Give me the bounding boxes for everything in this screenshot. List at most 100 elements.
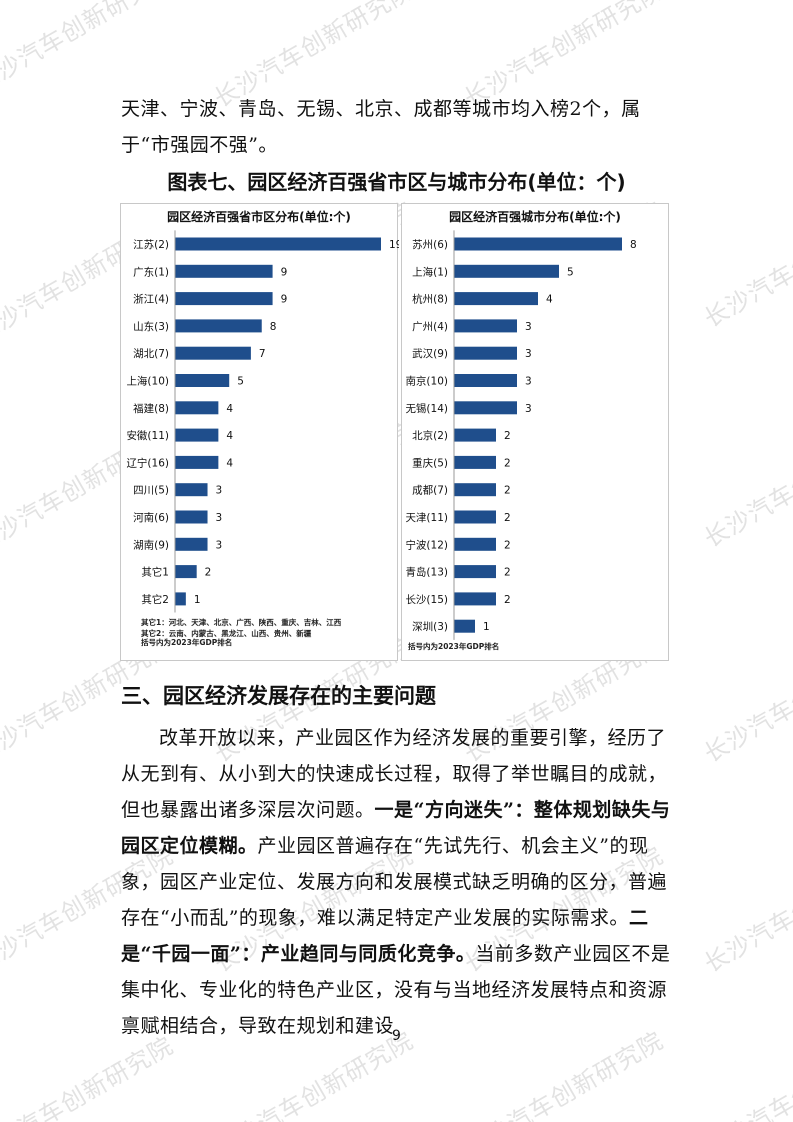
category-label: 天津(11) — [405, 512, 448, 524]
value-label: 5 — [567, 266, 574, 278]
value-label: 8 — [270, 321, 277, 333]
bar — [454, 565, 496, 579]
watermark-text: 长沙汽车创新研究院 — [699, 416, 793, 554]
value-label: 9 — [281, 294, 288, 306]
bar — [454, 619, 475, 633]
category-label: 无锡(14) — [405, 402, 448, 415]
category-label: 上海(10) — [126, 375, 169, 388]
body-paragraph: 改革开放以来，产业园区作为经济发展的重要引擎，经历了从无到有、从小到大的快速成长… — [121, 720, 673, 1044]
category-label: 武汉(9) — [412, 347, 448, 360]
value-label: 1 — [194, 594, 201, 606]
figure-title: 图表七、园区经济百强省市区与城市分布(单位：个) — [167, 170, 626, 194]
category-label: 四川(5) — [133, 485, 169, 497]
category-label: 南京(10) — [405, 375, 448, 388]
city-chart-notes: 括号内为2023年GDP排名 — [408, 642, 648, 651]
intro-text: 天津、宁波、青岛、无锡、北京、成都等城市均入榜2个，属于“市强园不强”。 — [121, 98, 641, 156]
bar — [454, 292, 538, 306]
category-label: 福建(8) — [133, 402, 169, 415]
value-label: 4 — [226, 457, 233, 469]
bar — [454, 592, 496, 606]
bar — [454, 537, 496, 551]
bar — [175, 565, 197, 579]
category-label: 青岛(13) — [405, 566, 448, 579]
value-label: 3 — [216, 512, 223, 524]
category-label: 广州(4) — [412, 321, 448, 333]
value-label: 3 — [525, 403, 532, 415]
bar — [454, 510, 496, 524]
bar — [175, 237, 381, 251]
category-label: 成都(7) — [412, 485, 448, 497]
value-label: 3 — [216, 485, 223, 497]
bar — [454, 346, 517, 360]
category-label: 重庆(5) — [412, 456, 448, 469]
category-label: 安徽(11) — [126, 429, 169, 442]
province-chart-title: 园区经济百强省市区分布(单位:个) — [167, 210, 351, 224]
bar — [454, 374, 517, 387]
category-label: 其它1 — [141, 566, 169, 579]
bar — [175, 346, 251, 360]
bar — [175, 592, 186, 606]
value-label: 2 — [504, 594, 511, 606]
bar — [454, 428, 496, 442]
category-label: 宁波(12) — [405, 538, 448, 551]
category-label: 其它2 — [141, 593, 169, 606]
body-bold-point-2: 二是“千园一面”：产业趋同与同质化竞争。 — [121, 907, 649, 965]
page-number: 9 — [392, 1028, 401, 1044]
category-label: 北京(2) — [412, 429, 448, 442]
value-label: 4 — [226, 403, 233, 415]
city-note-1: 括号内为2023年GDP排名 — [408, 642, 500, 651]
category-label: 苏州(6) — [412, 238, 448, 251]
bar — [175, 374, 230, 387]
city-chart: 园区经济百强城市分布(单位:个) 苏州(6) 8 上海(1) 5 杭州(8) 4 广州(4)… — [401, 203, 669, 661]
province-note-2: 其它2：云南、内蒙古、黑龙江、山西、贵州、新疆 — [141, 629, 312, 638]
bar — [454, 455, 496, 469]
value-label: 2 — [504, 485, 511, 497]
watermark-text: 长沙汽车创新研究院 — [0, 0, 179, 99]
province-note-3: 括号内为2023年GDP排名 — [141, 638, 233, 647]
city-chart-title: 园区经济百强城市分布(单位:个) — [449, 210, 621, 224]
bar — [175, 510, 208, 524]
value-label: 3 — [216, 539, 223, 551]
bar — [175, 428, 219, 442]
bar — [175, 483, 208, 497]
province-chart-notes: 其它1：河北、天津、北京、广西、陕西、重庆、吉林、江西 其它2：云南、内蒙古、黑… — [141, 618, 371, 647]
value-label: 7 — [259, 348, 266, 360]
value-label: 2 — [504, 539, 511, 551]
category-label: 山东(3) — [133, 320, 169, 333]
body-segment-2: 产业园区普遍存在“先试先行、机会主义”的现象，园区产业定位、发展方向和发展模式缺… — [121, 835, 668, 929]
bar — [454, 319, 517, 333]
value-label: 2 — [205, 567, 212, 579]
watermark-text: 长沙汽车创新研究院 — [699, 631, 793, 769]
body-segment-3: 当前多数产业园区不是集中化、专业化的特色产业区，没有与当地经济发展特点和资源禀赋… — [121, 943, 671, 1037]
watermark-text: 长沙汽车创新研究院 — [699, 196, 793, 334]
province-note-1: 其它1：河北、天津、北京、广西、陕西、重庆、吉林、江西 — [141, 618, 342, 627]
category-label: 江苏(2) — [133, 238, 169, 251]
category-label: 深圳(3) — [412, 621, 448, 633]
bar — [175, 401, 219, 415]
value-label: 5 — [237, 376, 244, 388]
body-bold-point-1: 一是“方向迷失”：整体规划缺失与园区定位模糊。 — [121, 799, 671, 857]
value-label: 8 — [630, 239, 637, 251]
value-label: 1 — [483, 621, 490, 633]
category-label: 杭州(8) — [412, 293, 448, 306]
bar — [175, 319, 262, 333]
category-label: 浙江(4) — [133, 294, 169, 306]
value-label: 9 — [281, 266, 288, 278]
value-label: 2 — [504, 567, 511, 579]
bar — [175, 455, 219, 469]
watermark-text: 长沙汽车创新研究院 — [699, 841, 793, 979]
value-label: 2 — [504, 457, 511, 469]
category-label: 广东(1) — [133, 265, 169, 278]
bar — [175, 264, 273, 278]
value-label: 4 — [226, 430, 233, 442]
province-chart-plot: 江苏(2) 19 广东(1) 9 浙江(4) 9 山东(3) 8 湖北(7) 7 上海(10) 5 福建… — [126, 230, 399, 613]
category-label: 湖北(7) — [133, 348, 169, 360]
category-label: 河南(6) — [133, 511, 169, 524]
value-label: 3 — [525, 321, 532, 333]
bar — [454, 483, 496, 497]
category-label: 湖南(9) — [133, 538, 169, 551]
category-label: 长沙(15) — [405, 594, 448, 606]
bar — [454, 264, 559, 278]
value-label: 2 — [504, 512, 511, 524]
value-label: 2 — [504, 430, 511, 442]
